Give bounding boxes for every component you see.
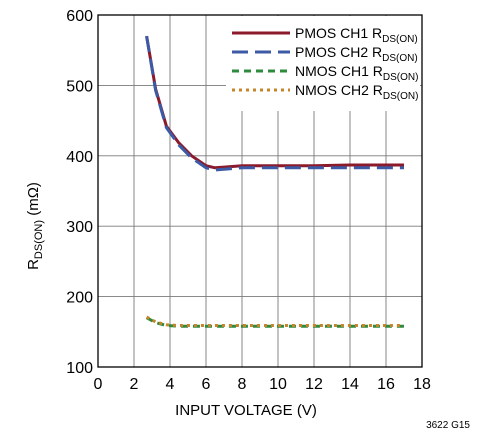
legend-label-sub: DS(ON) xyxy=(382,34,418,45)
legend-label: PMOS CH1 RDS(ON) xyxy=(295,25,418,45)
legend-label-main: PMOS CH2 R xyxy=(295,44,382,60)
legend-label-main: NMOS CH2 R xyxy=(295,82,383,98)
series-line xyxy=(145,35,404,172)
series-line xyxy=(145,316,404,328)
y-tick-label: 300 xyxy=(66,219,93,236)
x-tick-label: 16 xyxy=(377,376,395,393)
series-line xyxy=(145,315,404,327)
x-tick-label: 0 xyxy=(94,376,103,393)
legend-label-main: NMOS CH1 R xyxy=(295,63,383,79)
legend-label: NMOS CH2 RDS(ON) xyxy=(295,82,418,102)
y-axis-title-unit: (mΩ) xyxy=(25,182,42,220)
y-tick-label: 500 xyxy=(66,78,93,95)
x-tick-label: 8 xyxy=(238,376,247,393)
legend-label-sub: DS(ON) xyxy=(383,91,419,102)
x-axis-title: INPUT VOLTAGE (V) xyxy=(175,402,317,419)
legend-label: NMOS CH1 RDS(ON) xyxy=(295,63,418,83)
y-tick-label: 600 xyxy=(66,8,93,25)
legend-label-main: PMOS CH1 R xyxy=(295,25,382,41)
x-tick-label: 2 xyxy=(130,376,139,393)
y-tick-label: 100 xyxy=(66,360,93,377)
series-layer xyxy=(145,35,404,328)
x-tick-label: 4 xyxy=(166,376,175,393)
y-axis-title-main: R xyxy=(25,259,42,270)
y-tick-label: 400 xyxy=(66,149,93,166)
x-tick-labels: 0 2 4 6 8 10 12 14 16 18 xyxy=(94,376,431,393)
plot-frame xyxy=(97,14,423,368)
legend-label-sub: DS(ON) xyxy=(383,72,419,83)
figure-id: 3622 G15 xyxy=(426,420,470,431)
x-tick-label: 14 xyxy=(341,376,359,393)
y-tick-labels: 100 200 300 400 500 600 xyxy=(66,8,93,377)
x-tick-label: 12 xyxy=(305,376,323,393)
legend-label-sub: DS(ON) xyxy=(382,53,418,64)
x-tick-label: 10 xyxy=(269,376,287,393)
x-tick-label: 18 xyxy=(413,376,431,393)
legend-label: PMOS CH2 RDS(ON) xyxy=(295,44,418,64)
y-tick-label: 200 xyxy=(66,290,93,307)
legend: PMOS CH1 RDS(ON)PMOS CH2 RDS(ON)NMOS CH1… xyxy=(232,25,418,102)
y-axis-title: RDS(ON) (mΩ) xyxy=(25,182,45,270)
x-tick-label: 6 xyxy=(202,376,211,393)
y-axis-title-sub: DS(ON) xyxy=(33,220,45,259)
